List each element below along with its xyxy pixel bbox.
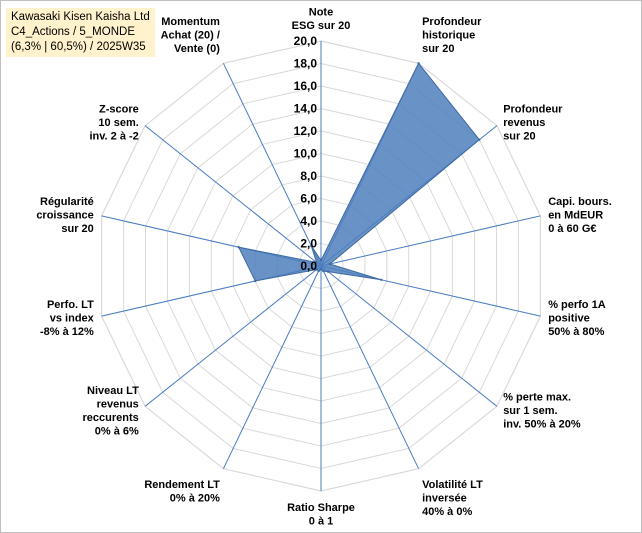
tick-label: 10,0 (294, 147, 318, 161)
tick-label: 4,0 (300, 214, 317, 228)
radial-tick-labels: 0,0 2,0 4,0 6,0 8,0 10,0 12,0 14,0 16,0 18,0 20,0 (294, 34, 318, 273)
axis-spoke-6 (320, 265, 420, 469)
axis-spoke-3 (320, 215, 541, 267)
axis-spoke-9 (144, 265, 322, 407)
title-line-1: Kawasaki Kisen Kaisha Ltd (11, 11, 150, 23)
title-line-2: C4_Actions / 5_MONDE (11, 26, 135, 38)
series-area (237, 62, 481, 283)
tick-label: 18,0 (294, 57, 318, 71)
title-line-3: (6,3% | 60,5%) / 2025W35 (11, 41, 146, 53)
tick-label: 8,0 (300, 169, 317, 183)
data-point-11 (237, 246, 240, 249)
axis-labels: Note ESG sur 20 Profondeur historique sur 20… (36, 7, 611, 528)
axis-label-4: % perfo 1A positive 50% à 80% (548, 299, 606, 338)
tick-label: 6,0 (300, 192, 317, 206)
tick-label: 2,0 (300, 237, 317, 251)
axis-label-12: Z-score 10 sem. inv. 2 à -2 (89, 104, 138, 143)
axis-spoke-12 (144, 125, 322, 267)
axis-label-8: Rendement LT 0% à 20% (144, 479, 220, 505)
axis-label-5: % perte max. sur 1 sem. inv. 50% à 20% (503, 392, 581, 431)
data-point-2 (478, 138, 481, 141)
axis-label-9: Niveau LT revenus reccurents 0% à 6% (83, 385, 140, 438)
data-point-8 (317, 269, 320, 273)
axis-label-6: Volatilité LT inversée 40% à 0% (422, 479, 483, 518)
tick-label: 14,0 (294, 102, 318, 116)
tick-label: 20,0 (294, 34, 318, 48)
axis-label-0: Note ESG sur 20 (292, 7, 351, 33)
data-point-3 (328, 262, 331, 266)
chart-title-box: Kawasaki Kisen Kaisha Ltd C4_Actions / 5… (6, 8, 155, 57)
axis-label-11: Régularité croissance sur 20 (36, 196, 93, 235)
data-point-4 (380, 278, 383, 281)
tick-label: 12,0 (294, 124, 318, 138)
tick-label: 0,0 (300, 259, 317, 273)
axis-label-7: Ratio Sharpe 0 à 1 (287, 502, 355, 528)
axis-spoke-5 (320, 265, 498, 407)
data-point-12 (315, 261, 318, 264)
axis-spoke-13 (222, 63, 322, 267)
series-polygon (237, 62, 480, 282)
data-point-5 (326, 270, 330, 273)
axis-label-10: Perfo. LT vs index -8% à 12% (40, 299, 95, 338)
tick-label: 16,0 (294, 79, 318, 93)
axis-label-3: Capi. bours. en MdEUR 0 à 60 G€ (548, 196, 612, 235)
data-point-0 (319, 259, 323, 262)
axis-spoke-8 (222, 265, 322, 469)
data-point-7 (319, 268, 323, 271)
data-point-1 (417, 62, 420, 65)
axis-label-2: Profondeur revenus sur 20 (503, 104, 563, 143)
axis-label-1: Profondeur historique sur 20 (422, 16, 482, 55)
data-point-9 (315, 268, 318, 271)
data-point-6 (322, 269, 325, 273)
axis-label-13: Momentum Achat (20) / Vente (0) (161, 16, 221, 55)
data-point-10 (254, 279, 257, 283)
data-point-13 (310, 244, 313, 247)
